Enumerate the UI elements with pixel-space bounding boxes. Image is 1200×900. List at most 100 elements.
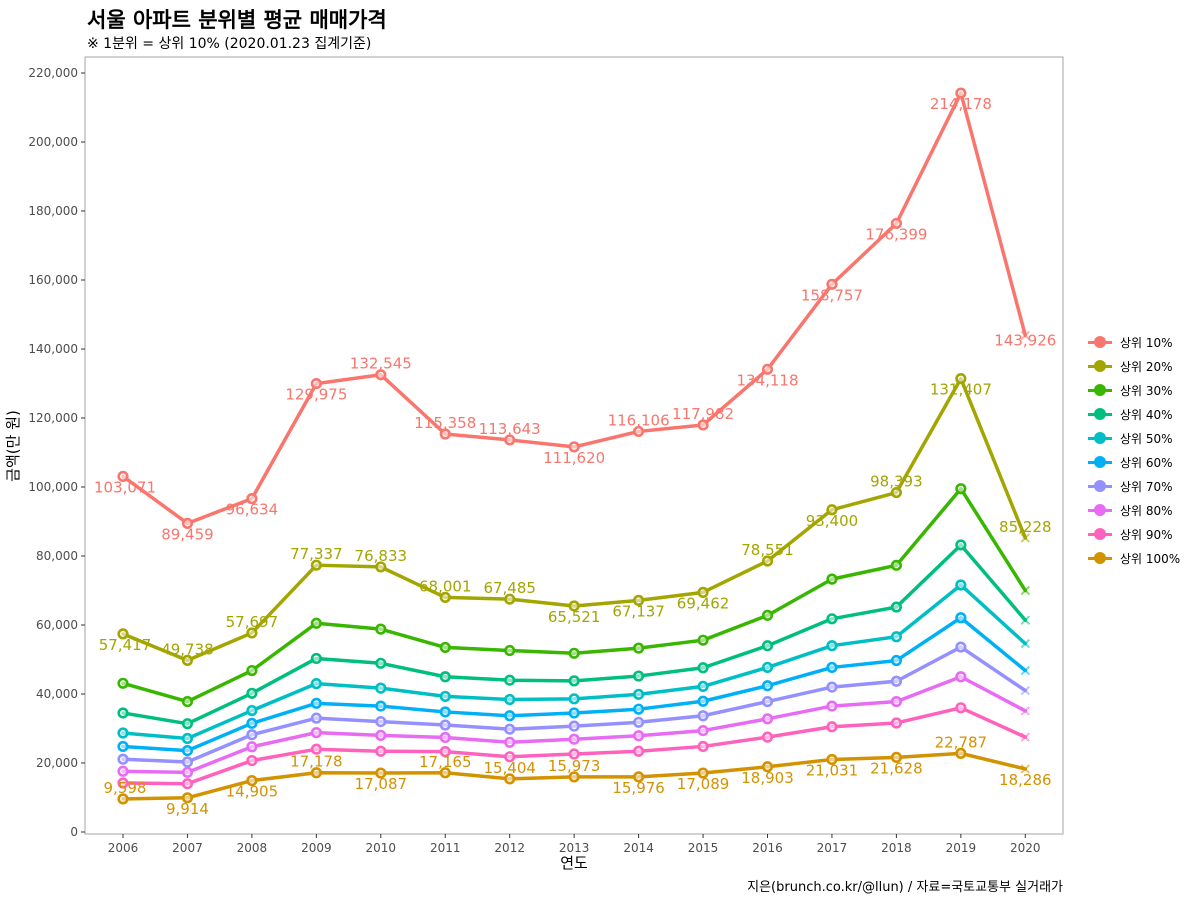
x-tick-label: 2007 xyxy=(172,841,203,855)
data-label: 214,178 xyxy=(930,95,992,113)
y-tick-label: 60,000 xyxy=(36,618,78,632)
data-point xyxy=(181,654,194,667)
data-point xyxy=(955,373,967,385)
data-point xyxy=(890,717,903,729)
data-point xyxy=(568,600,580,612)
data-point xyxy=(632,771,645,783)
data-label: 65,521 xyxy=(548,608,601,626)
legend-key-icon xyxy=(1086,382,1114,398)
data-point xyxy=(826,700,838,712)
data-point xyxy=(310,712,322,724)
data-point xyxy=(697,680,709,693)
y-tick-label: 140,000 xyxy=(28,342,78,356)
data-label: 113,643 xyxy=(479,420,541,438)
legend-item: 상위 70% xyxy=(1086,474,1180,498)
data-point xyxy=(310,743,322,755)
x-tick-label: 2013 xyxy=(559,841,590,855)
data-point xyxy=(761,713,774,725)
data-point xyxy=(246,704,258,717)
data-point xyxy=(568,720,580,732)
data-point xyxy=(375,623,387,635)
data-label: 57,417 xyxy=(99,636,152,654)
data-point xyxy=(1020,533,1031,543)
data-point xyxy=(826,573,838,585)
data-point xyxy=(697,710,709,722)
legend-item: 상위 100% xyxy=(1086,546,1180,570)
data-point xyxy=(955,641,967,653)
data-point xyxy=(568,748,580,760)
data-point xyxy=(117,727,129,739)
data-point xyxy=(310,767,322,779)
data-point xyxy=(826,661,838,674)
data-label: 17,087 xyxy=(355,775,408,793)
data-point xyxy=(890,559,903,571)
legend-label: 상위 30% xyxy=(1120,383,1173,398)
data-point xyxy=(310,727,322,739)
data-point xyxy=(761,609,774,621)
data-point xyxy=(697,724,709,737)
data-point xyxy=(1020,330,1031,341)
data-point xyxy=(632,670,645,682)
data-label: 67,485 xyxy=(483,579,536,597)
data-label: 129,975 xyxy=(285,386,347,404)
x-tick-label: 2009 xyxy=(301,841,332,855)
data-label: 115,358 xyxy=(414,414,476,432)
data-point xyxy=(955,87,967,99)
data-label: 85,228 xyxy=(999,518,1052,536)
data-label: 78,551 xyxy=(741,541,794,559)
data-label: 21,031 xyxy=(806,761,859,779)
data-label: 17,165 xyxy=(419,753,472,771)
data-point xyxy=(246,687,258,699)
data-point xyxy=(439,767,451,779)
data-point xyxy=(117,740,129,753)
data-label: 21,628 xyxy=(870,759,923,777)
legend-key-icon xyxy=(1086,454,1114,470)
legend-label: 상위 80% xyxy=(1120,503,1173,518)
data-point xyxy=(310,652,322,665)
chart-subtitle: ※ 1분위 = 상위 10% (2020.01.23 집계기준) xyxy=(87,36,372,52)
data-point xyxy=(890,675,903,687)
data-point xyxy=(504,644,516,657)
data-point xyxy=(504,723,516,735)
legend-item: 상위 80% xyxy=(1086,498,1180,522)
data-point xyxy=(117,707,129,719)
data-point xyxy=(375,561,387,573)
data-point xyxy=(375,715,387,728)
y-tick-label: 220,000 xyxy=(28,66,78,80)
data-point xyxy=(761,640,774,652)
data-point xyxy=(504,593,516,605)
caption: 지은(brunch.co.kr/@llun) / 자료=국토교통부 실거래가 xyxy=(747,880,1063,895)
data-point xyxy=(890,695,903,708)
data-label: 22,787 xyxy=(935,733,988,751)
data-label: 89,459 xyxy=(161,525,214,543)
data-point xyxy=(504,693,516,706)
data-point xyxy=(246,754,258,767)
data-point xyxy=(826,681,838,693)
y-tick-label: 0 xyxy=(70,825,78,839)
data-point xyxy=(504,736,516,748)
data-point xyxy=(761,661,774,674)
data-point xyxy=(117,753,129,765)
data-label: 96,634 xyxy=(226,501,279,519)
x-tick-label: 2014 xyxy=(623,841,654,855)
data-label: 49,738 xyxy=(161,640,214,658)
data-point xyxy=(181,766,194,778)
data-point xyxy=(697,634,709,646)
data-point xyxy=(890,631,903,643)
data-point xyxy=(181,778,194,790)
data-point xyxy=(826,721,838,733)
data-point xyxy=(310,617,322,629)
data-point xyxy=(568,441,580,453)
legend-label: 상위 70% xyxy=(1120,479,1173,494)
data-point xyxy=(504,773,516,785)
data-point xyxy=(826,753,838,766)
legend-key-icon xyxy=(1086,430,1114,446)
x-axis-title: 연도 xyxy=(560,854,588,872)
data-point xyxy=(568,733,580,745)
data-point xyxy=(1020,585,1031,596)
data-point xyxy=(117,677,129,689)
data-label: 116,106 xyxy=(608,411,670,429)
data-point xyxy=(697,740,709,753)
legend-item: 상위 30% xyxy=(1086,378,1180,402)
legend-label: 상위 100% xyxy=(1120,551,1181,566)
